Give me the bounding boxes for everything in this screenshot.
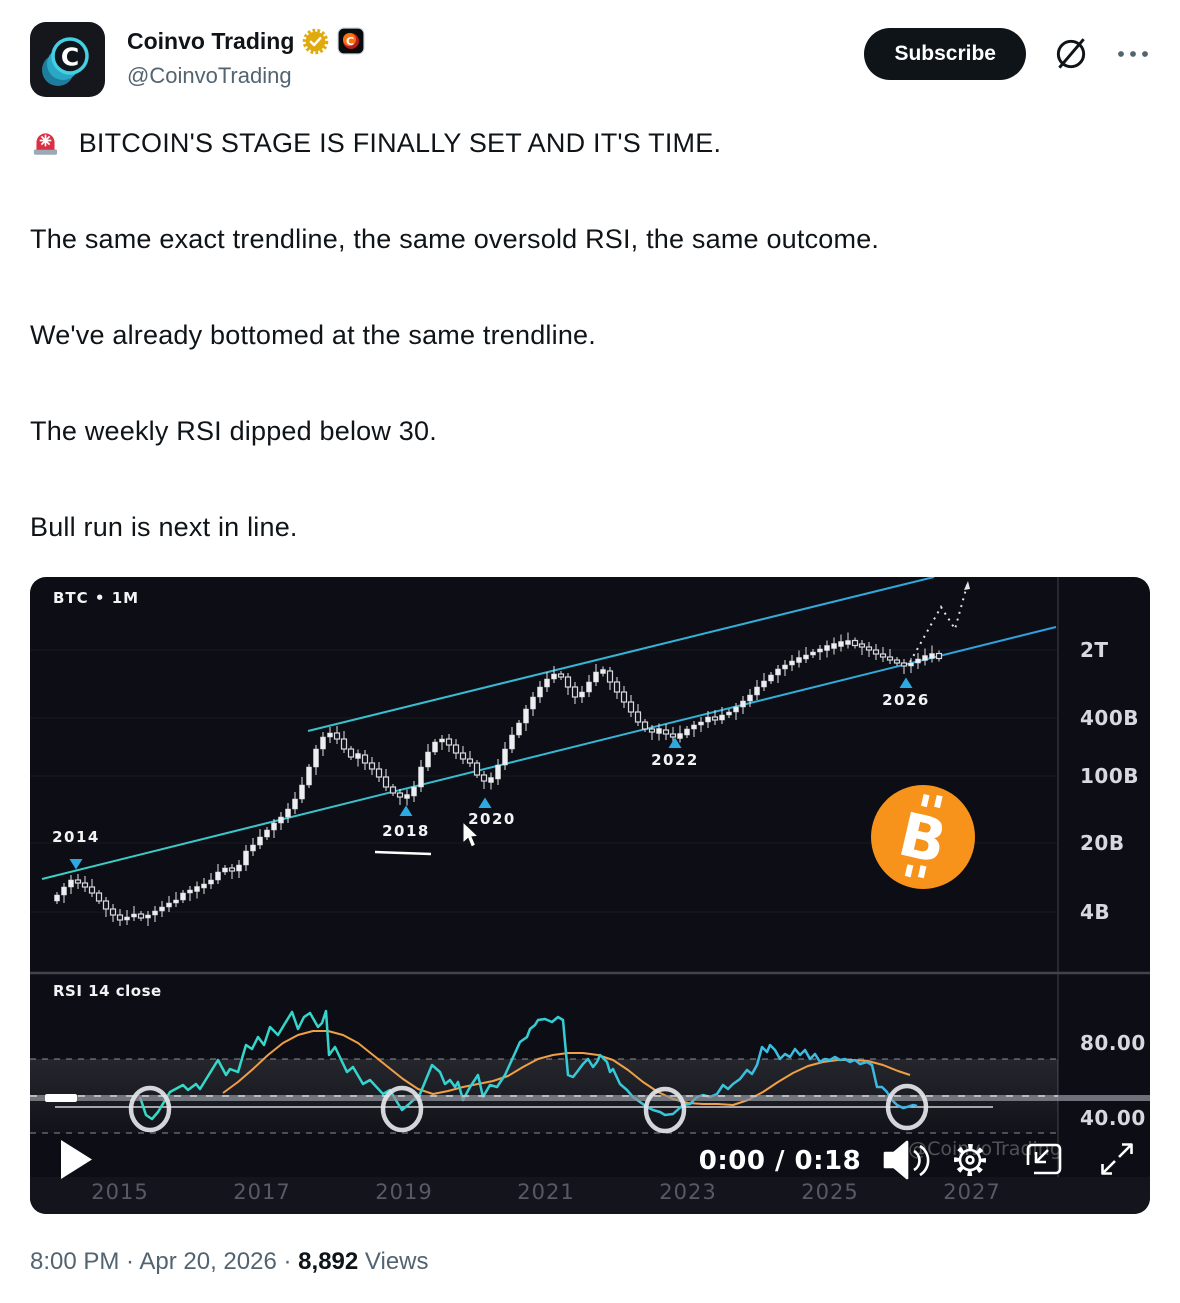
subscribe-button[interactable]: Subscribe [864, 28, 1026, 80]
affiliate-badge-icon: C [337, 27, 365, 55]
settings-gear-icon[interactable] [954, 1144, 986, 1176]
fullscreen-icon[interactable] [1101, 1143, 1133, 1175]
timeline-strip [30, 1177, 1150, 1214]
tweet-paragraph: Bull run is next in line. [30, 512, 298, 542]
timeline-year-2027: 2027 [943, 1180, 1000, 1204]
oversold-circle [128, 1085, 172, 1133]
views-label: Views [364, 1248, 429, 1275]
rsi-label-40.00: 40.00 [1080, 1106, 1146, 1130]
dot-separator: · [283, 1248, 292, 1275]
marker-label-2018: 2018 [382, 822, 430, 840]
tweet-footer: 8:00 PM · Apr 20, 2026 · 8,892 Views [30, 1248, 1150, 1276]
pip-icon[interactable] [1026, 1143, 1062, 1175]
siren-emoji [33, 133, 58, 155]
more-button[interactable] [1116, 49, 1150, 59]
btc-chart-video: 2014 2018 2020 2022 2026 2T 400B 100B 20B 4B 80.00… [30, 577, 1150, 1214]
timeline-year-2021: 2021 [517, 1180, 574, 1204]
grok-icon [1056, 38, 1086, 69]
symbol-label: BTC • 1M [53, 589, 139, 607]
timeline-years[interactable]: 2015 2017 2019 2021 2023 2025 2027 [91, 1180, 1000, 1204]
rsi-ma-line [222, 1030, 911, 1106]
rsi-indicator-label: RSI 14 close [53, 982, 162, 1000]
timeline-year-2025: 2025 [801, 1180, 858, 1204]
rsi-axis-labels: 80.00 40.00 [1080, 1031, 1146, 1130]
play-button[interactable] [61, 1140, 92, 1179]
rsi-label-80.00: 80.00 [1080, 1031, 1146, 1055]
tweet-post: C Coinvo Trading C @CoinvoTrading [30, 22, 1150, 1276]
price-axis-labels: 2T 400B 100B 20B 4B [1080, 638, 1139, 924]
price-label-400B: 400B [1080, 706, 1139, 730]
marker-triangle-2020 [478, 797, 492, 808]
upper-trendline [307, 577, 935, 732]
video-scrubber[interactable] [30, 1094, 1150, 1102]
video-watermark: @CoinvoTrading [908, 1138, 1062, 1160]
grok-button[interactable] [1052, 35, 1090, 73]
marker-triangle-2022 [668, 737, 682, 748]
timeline-year-2023: 2023 [659, 1180, 716, 1204]
breakout-projection [909, 581, 970, 663]
marker-label-2026: 2026 [882, 691, 930, 709]
oversold-circle [885, 1083, 929, 1131]
video-time-display: 0:00 / 0:18 [699, 1146, 861, 1176]
marker-triangle-2014 [69, 859, 83, 870]
volume-icon[interactable] [883, 1140, 930, 1180]
cycle-markers: 2014 2018 2020 2022 2026 [52, 677, 930, 870]
timestamp: 8:00 PM · Apr 20, 2026 [30, 1248, 277, 1275]
bitcoin-logo: B [871, 785, 975, 889]
display-name[interactable]: Coinvo Trading [127, 27, 295, 54]
timeline-year-2019: 2019 [375, 1180, 432, 1204]
trend-channel [41, 577, 1057, 880]
price-label-100B: 100B [1080, 764, 1139, 788]
scrubber-progress [45, 1094, 77, 1102]
more-icon [1118, 51, 1148, 57]
marker-label-2014: 2014 [52, 828, 100, 846]
verified-badge-icon [303, 28, 329, 54]
price-label-20B: 20B [1080, 831, 1125, 855]
svg-text:C: C [61, 43, 79, 72]
handle[interactable]: @CoinvoTrading [127, 63, 292, 88]
timeline-year-2015: 2015 [91, 1180, 148, 1204]
tweet-paragraph: BITCOIN'S STAGE IS FINALLY SET AND IT'S … [30, 125, 1150, 159]
views-count[interactable]: 8,892 [298, 1248, 359, 1275]
price-label-2T: 2T [1080, 638, 1109, 662]
oversold-circle [380, 1085, 424, 1133]
marker-2018-underline [374, 850, 432, 856]
candlestick-series [54, 632, 943, 926]
video-player[interactable]: 2014 2018 2020 2022 2026 2T 400B 100B 20B 4B 80.00… [30, 577, 1150, 1214]
rsi-line [138, 1009, 918, 1121]
marker-triangle-2018 [399, 805, 413, 816]
tweet-paragraph: The same exact trendline, the same overs… [30, 224, 880, 254]
marker-triangle-2026 [899, 677, 913, 688]
tweet-paragraph: The weekly RSI dipped below 30. [30, 416, 437, 446]
oversold-circle [643, 1086, 687, 1134]
mouse-cursor [462, 820, 480, 848]
svg-text:C: C [346, 35, 354, 48]
rsi-oversold-circles [128, 1083, 929, 1134]
price-label-4B: 4B [1080, 900, 1110, 924]
tweet-body: BITCOIN'S STAGE IS FINALLY SET AND IT'S … [30, 125, 1150, 543]
marker-label-2020: 2020 [468, 810, 516, 828]
avatar[interactable]: C [30, 22, 105, 97]
marker-label-2022: 2022 [651, 751, 699, 769]
tweet-paragraph: We've already bottomed at the same trend… [30, 320, 596, 350]
tweet-header: C Coinvo Trading C @CoinvoTrading [30, 22, 1150, 97]
lower-trendline [41, 626, 1057, 880]
timeline-year-2017: 2017 [233, 1180, 290, 1204]
